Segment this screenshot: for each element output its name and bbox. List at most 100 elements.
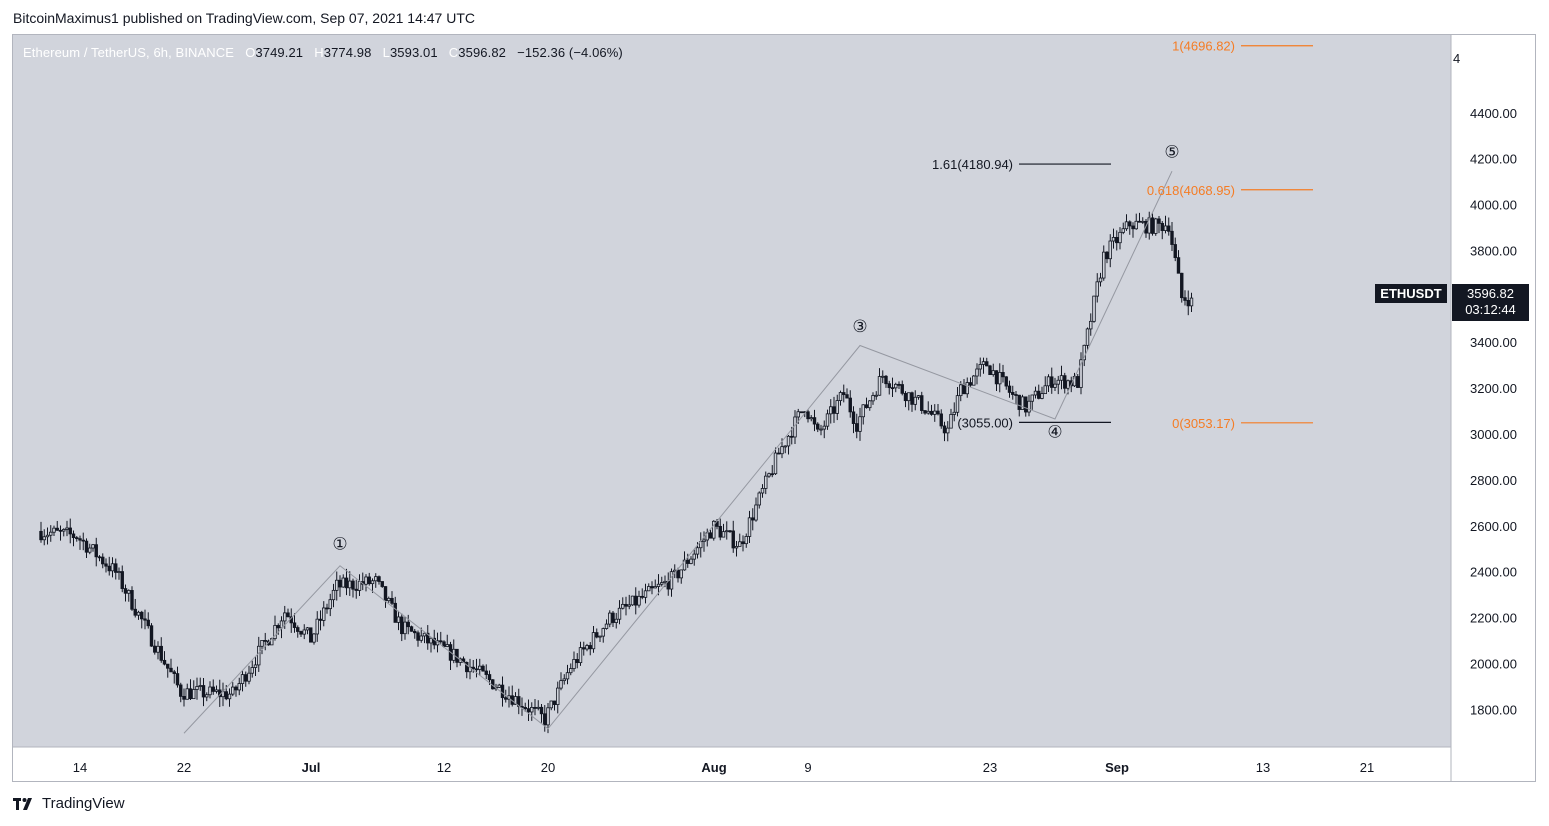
candle-body (845, 394, 849, 399)
candle-body (1014, 394, 1018, 396)
candle-body (611, 612, 615, 623)
candle-body (1085, 328, 1090, 346)
candle-body (413, 630, 417, 634)
last-price-badge: 3596.82 03:12:44 (1452, 284, 1529, 321)
candle-body (780, 446, 784, 455)
candle-body (621, 603, 625, 609)
candle-body (1040, 393, 1044, 399)
candle-body (949, 414, 953, 429)
candle-body (331, 589, 336, 601)
footer-brand[interactable]: TradingView (42, 795, 125, 812)
candle-body (549, 700, 553, 709)
candle-body (643, 590, 648, 598)
candle-body (968, 382, 973, 386)
candle-body (263, 640, 267, 642)
candle-body (1033, 390, 1038, 396)
candle-body (588, 645, 592, 650)
candle-body (419, 635, 423, 641)
candle-body (962, 384, 966, 395)
y-tick-label: 3800.00 (1470, 243, 1517, 258)
y-tick-label: 2600.00 (1470, 519, 1517, 534)
y-tick-label: 4000.00 (1470, 198, 1517, 213)
candle-body (153, 645, 157, 653)
candle-body (624, 603, 628, 607)
low-value: 3593.01 (389, 45, 438, 60)
candle-body (283, 612, 287, 622)
candle-body (169, 667, 173, 673)
candle-body (985, 361, 989, 367)
candle-body (58, 529, 63, 532)
candle-body (409, 626, 414, 632)
candle-body (1167, 225, 1171, 232)
symbol-badge: ETHUSDT (1375, 284, 1447, 303)
candle-body (900, 384, 904, 394)
candle-body (55, 527, 59, 531)
candle-body (396, 616, 401, 623)
candle-body (718, 525, 722, 538)
candle-body (231, 686, 235, 695)
candle-body (994, 370, 999, 385)
candle-body (796, 411, 800, 418)
candle-body (162, 659, 167, 665)
candle-body (565, 672, 570, 680)
candle-body (211, 686, 215, 692)
candle-body (595, 632, 599, 638)
candle-body (39, 530, 43, 541)
candle-body (523, 707, 527, 710)
candle-body (851, 411, 856, 424)
candle-body (744, 536, 748, 545)
candle-body (770, 473, 774, 476)
candle-body (981, 361, 986, 365)
candle-body (214, 689, 219, 692)
candle-body (816, 423, 820, 430)
candle-body (637, 595, 641, 606)
candle-body (1147, 217, 1151, 234)
candle-body (702, 539, 706, 543)
price-chart[interactable]: 4400.004200.004000.003800.003600.003400.… (13, 35, 1535, 781)
x-tick-label: Jul (302, 760, 321, 775)
time-axis (13, 747, 1451, 781)
wave-label: ④ (1047, 422, 1062, 442)
candle-body (1007, 385, 1012, 393)
candle-body (1063, 375, 1067, 389)
candle-body (1163, 225, 1168, 231)
candle-body (348, 580, 352, 589)
low-label: L (382, 45, 390, 60)
candle-body (114, 563, 118, 573)
candle-body (390, 597, 394, 604)
candle-body (309, 627, 313, 643)
close-value: 3596.82 (458, 45, 506, 60)
candle-body (227, 693, 232, 700)
change-value: −152.36 (−4.06%) (517, 45, 623, 60)
x-tick-label: 14 (73, 760, 87, 775)
candle-body (497, 684, 501, 688)
candle-body (344, 577, 349, 589)
candle-body (422, 632, 427, 637)
candle-body (166, 663, 170, 669)
candle-body (504, 697, 508, 700)
candle-body (1030, 394, 1034, 402)
candle-body (52, 527, 56, 533)
candle-body (656, 583, 661, 587)
y-tick-label: 3000.00 (1470, 427, 1517, 442)
candle-body (946, 427, 950, 434)
candle-body (279, 620, 284, 629)
candle-body (959, 384, 963, 397)
candle-body (877, 376, 882, 396)
candle-body (325, 607, 329, 610)
candle-body (244, 674, 248, 682)
y-tick-label: 2800.00 (1470, 473, 1517, 488)
candle-body (273, 625, 277, 639)
candle-body (754, 504, 758, 521)
candle-body (861, 404, 865, 418)
candle-body (1115, 236, 1119, 244)
candle-body (416, 632, 420, 641)
candle-body (1131, 225, 1135, 230)
candle-body (578, 647, 583, 664)
candle-body (608, 612, 612, 625)
candle-body (1069, 380, 1073, 387)
candle-body (1095, 281, 1099, 297)
level-label: 1(4696.82) (1172, 39, 1235, 54)
symbol-name[interactable]: Ethereum / TetherUS, 6h, BINANCE (23, 45, 235, 60)
candle-body (45, 534, 50, 538)
